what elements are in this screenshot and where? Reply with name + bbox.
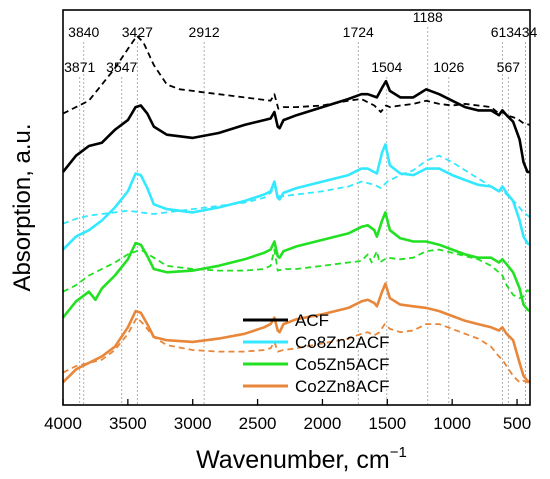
legend-label-Co5Zn5ACF: Co5Zn5ACF: [295, 355, 389, 374]
peak-label-1504: 1504: [371, 59, 402, 75]
plot-frame: [62, 9, 531, 406]
series-Co8Zn2ACF-solid: [62, 143, 531, 251]
peak-label-3871: 3871: [64, 59, 95, 75]
x-axis-label-superscript: −1: [390, 444, 407, 461]
y-axis-label: Absorption, a.u.: [9, 123, 36, 291]
series-Co8Zn2ACF-dashed: [62, 154, 531, 225]
peak-label-1724: 1724: [343, 24, 374, 40]
series-Co2Zn8ACF-solid: [62, 282, 531, 384]
peak-label-2912: 2912: [189, 24, 220, 40]
legend-label-Co8Zn2ACF: Co8Zn2ACF: [295, 333, 389, 352]
x-tick-label-2500: 2500: [239, 414, 277, 433]
series-ACF-dashed: [62, 35, 531, 126]
x-tick-label-3000: 3000: [174, 414, 212, 433]
x-axis-label-text: Wavenumber, cm: [196, 446, 390, 474]
series-layer: [61, 35, 531, 384]
peak-label-3840: 3840: [68, 24, 99, 40]
peak-label-1188: 1188: [413, 9, 443, 25]
series-ACF-solid: [61, 79, 530, 174]
legend: ACF Co8Zn2ACF Co5Zn5ACF Co2Zn8ACF: [243, 311, 389, 396]
x-tick-label-4000: 4000: [44, 414, 82, 433]
peak-marker-lines: [79, 27, 526, 405]
legend-label-Co2Zn8ACF: Co2Zn8ACF: [295, 377, 389, 396]
x-tick-label-3500: 3500: [109, 414, 147, 433]
legend-label-ACF: ACF: [295, 311, 329, 330]
peak-label-1026: 1026: [433, 59, 464, 75]
x-tick-label-1500: 1500: [368, 414, 406, 433]
peak-label-613: 613: [491, 24, 515, 40]
peak-label-3427: 3427: [122, 24, 153, 40]
peak-label-3547: 3547: [106, 59, 137, 75]
peak-label-434: 434: [514, 24, 538, 40]
series-Co5Zn5ACF-dashed: [62, 248, 531, 300]
x-tick-label-2000: 2000: [304, 414, 342, 433]
x-tick-label-1000: 1000: [433, 414, 471, 433]
x-tick-label-500: 500: [503, 414, 531, 433]
peak-label-567: 567: [497, 59, 521, 75]
series-Co2Zn8ACF-dashed: [62, 316, 530, 384]
series-Co5Zn5ACF-solid: [61, 211, 531, 319]
x-axis-ticks: 4000 3500 3000 2500 2000 1500 1000 500: [44, 399, 531, 433]
x-axis-label: Wavenumber, cm−1: [196, 444, 407, 474]
peak-marker-labels: 3871 3840 3547 3427 2912 1724 1504 1188 1026 613 5…: [64, 9, 537, 75]
